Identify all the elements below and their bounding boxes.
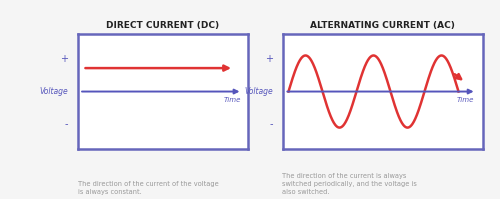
Text: +: + [266,54,274,64]
Text: Voltage: Voltage [40,87,68,96]
Text: Time: Time [224,97,240,103]
Text: Time: Time [457,97,474,103]
Text: -: - [270,119,274,129]
Text: The direction of the current is always
switched periodically, and the voltage is: The direction of the current is always s… [282,173,418,195]
Text: -: - [65,119,68,129]
Text: +: + [60,54,68,64]
Text: Voltage: Voltage [244,87,274,96]
Title: ALTERNATING CURRENT (AC): ALTERNATING CURRENT (AC) [310,21,455,30]
Title: DIRECT CURRENT (DC): DIRECT CURRENT (DC) [106,21,219,30]
Text: The direction of the current of the voltage
is always constant.: The direction of the current of the volt… [78,181,218,195]
